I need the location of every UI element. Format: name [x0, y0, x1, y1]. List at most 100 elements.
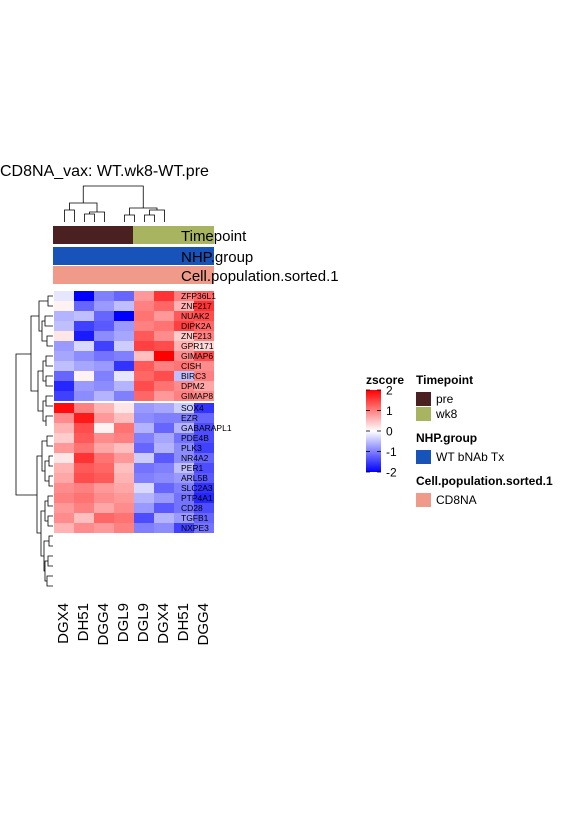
heatmap-cell [94, 331, 114, 341]
row-label: PDE4B [181, 433, 209, 443]
row-label: ZNF213 [181, 331, 212, 341]
heatmap-cell [74, 291, 94, 301]
heatmap-cell [134, 473, 154, 483]
heatmap-cell [94, 413, 114, 423]
row-label: NXPE3 [181, 523, 209, 533]
heatmap-cell [54, 301, 74, 311]
column-labels: DGX4 DH51 DGG4 DGL9 DGL9 DGX4 DH51 DGG4 [55, 603, 212, 646]
heatmap-cell [194, 473, 214, 483]
heatmap-cell [74, 433, 94, 443]
heatmap-cell [114, 351, 134, 361]
heatmap-cell [74, 351, 94, 361]
heatmap-cell [74, 391, 94, 401]
heatmap-cell [134, 453, 154, 463]
heatmap-cell [114, 291, 134, 301]
heatmap-cell [134, 513, 154, 523]
heatmap-cell [174, 513, 194, 523]
heatmap-cell [94, 321, 114, 331]
heatmap-cell [194, 483, 214, 493]
row-label: PTP4A1 [181, 493, 213, 503]
heatmap-cell [154, 321, 174, 331]
heatmap-cell [194, 351, 214, 361]
annotation-cell [133, 247, 154, 265]
heatmap-cell [54, 331, 74, 341]
heatmap-cell [174, 413, 194, 423]
zscore-tick-label: -2 [386, 466, 397, 480]
heatmap-cell [54, 443, 74, 453]
annotation-label: Cell.population.sorted.1 [181, 268, 339, 285]
heatmap-cell [114, 341, 134, 351]
heatmap-cell [74, 493, 94, 503]
heatmap-cell [134, 493, 154, 503]
heatmap-cell [94, 523, 114, 533]
heatmap-cell [194, 371, 214, 381]
heatmap-cell [74, 381, 94, 391]
heatmap-cell [94, 493, 114, 503]
zscore-tick-label: -1 [386, 445, 397, 459]
heatmap-cell [114, 403, 134, 413]
heatmap-cell [54, 423, 74, 433]
heatmap-cell [154, 331, 174, 341]
legend-swatch [416, 450, 431, 464]
legend-entry: WT bNAb Tx [436, 450, 504, 464]
legend-entry: pre [436, 392, 454, 406]
heatmap-cell [74, 443, 94, 453]
heatmap-cell [94, 301, 114, 311]
heatmap-cell [54, 513, 74, 523]
heatmap-cell [114, 453, 134, 463]
heatmap-cell [114, 371, 134, 381]
heatmap-cell [94, 351, 114, 361]
heatmap-cell [134, 503, 154, 513]
annotation-cell [153, 266, 174, 284]
heatmap-cell [74, 423, 94, 433]
heatmap-cell [114, 423, 134, 433]
heatmap-cell [194, 433, 214, 443]
heatmap-cell [174, 473, 194, 483]
heatmap-cell [194, 311, 214, 321]
annotation-cell [93, 266, 114, 284]
heatmap-cell [134, 523, 154, 533]
heatmap-cell [134, 403, 154, 413]
heatmap-cell [174, 453, 194, 463]
heatmap-cell [114, 493, 134, 503]
heatmap-cell [174, 361, 194, 371]
heatmap-cell [134, 321, 154, 331]
heatmap-cell [114, 513, 134, 523]
heatmap-cell [74, 453, 94, 463]
annotation-cell [173, 247, 194, 265]
annotation-cell [153, 226, 174, 244]
heatmap-cell [94, 403, 114, 413]
heatmap-cell [94, 371, 114, 381]
heatmap-cell [94, 513, 114, 523]
heatmap-cell [174, 391, 194, 401]
heatmap-cell [154, 443, 174, 453]
row-label: ZFP36L1 [181, 291, 216, 301]
heatmap-cell [114, 381, 134, 391]
heatmap-cell [74, 523, 94, 533]
heatmap-cell [134, 463, 154, 473]
legend-swatch [416, 407, 431, 421]
heatmap-cell [114, 443, 134, 453]
heatmap-cell [54, 361, 74, 371]
row-label: GPR171 [181, 341, 214, 351]
annotation-cell [113, 226, 134, 244]
zscore-legend-title: zscore [366, 373, 404, 387]
heatmap-cell [54, 413, 74, 423]
heatmap-cell [174, 503, 194, 513]
annotation-cell [73, 266, 94, 284]
heatmap-cell [114, 391, 134, 401]
heatmap-cell [54, 403, 74, 413]
heatmap-cell [174, 341, 194, 351]
column-label: DGX4 [55, 603, 72, 644]
heatmap-cell [134, 413, 154, 423]
row-label: ARL5B [181, 473, 208, 483]
heatmap-cell [54, 483, 74, 493]
annotation-cell [113, 247, 134, 265]
heatmap-cell [54, 473, 74, 483]
heatmap-cell [154, 361, 174, 371]
heatmap-cell [54, 523, 74, 533]
heatmap-cell [114, 361, 134, 371]
zscore-tick-label: 1 [386, 404, 393, 418]
heatmap-cell [154, 473, 174, 483]
